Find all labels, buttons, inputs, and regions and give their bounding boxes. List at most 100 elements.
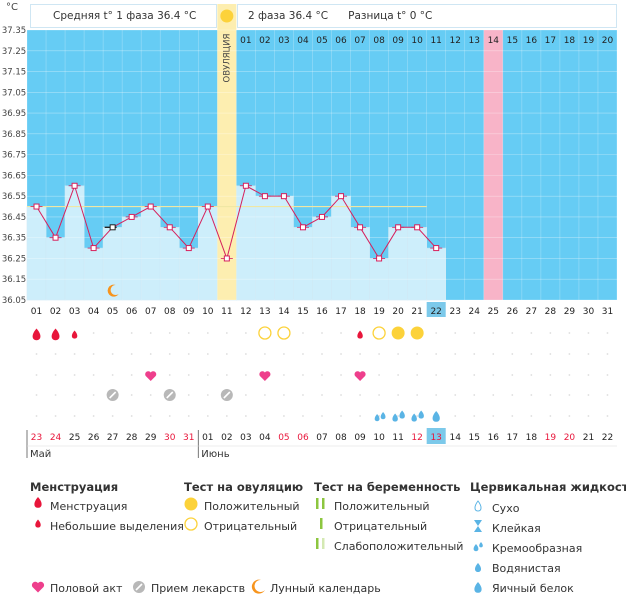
legend-creamy-icon	[473, 544, 479, 552]
calendar-date-label: 21	[583, 433, 594, 443]
calendar-date-label: 12	[411, 433, 422, 443]
heart-icon	[145, 371, 157, 381]
grid-dot	[225, 332, 228, 334]
y-tick-label: 36.65	[2, 171, 26, 181]
calendar-date-label: 26	[88, 433, 100, 443]
grid-dot	[587, 374, 590, 376]
y-tick-label: 36.25	[2, 254, 26, 264]
ovulation-column	[217, 4, 237, 300]
legend-moon: Лунный календарь	[270, 582, 381, 595]
grid-dot	[321, 374, 323, 376]
grid-dot	[187, 394, 190, 396]
grid-dot	[454, 415, 457, 417]
grid-dot	[244, 394, 247, 396]
calendar-date-label: 18	[526, 433, 538, 443]
grid-dot	[587, 394, 590, 396]
sun-icon	[220, 9, 234, 23]
grid-dot	[416, 353, 419, 355]
top-day-label: 14	[488, 36, 500, 46]
cycle-day-label: 04	[88, 307, 100, 317]
spotting-drop-icon	[71, 330, 78, 339]
grid-dot	[606, 353, 609, 355]
temperature-point	[414, 224, 421, 231]
temperature-bar	[426, 247, 447, 301]
temperature-bar	[159, 227, 180, 301]
grid-dot	[321, 394, 323, 396]
legend-cervical-dry: Сухо	[492, 502, 520, 515]
legend-sticky-icon	[474, 520, 482, 532]
pill-icon-stripe	[223, 391, 231, 399]
grid-dot	[435, 374, 438, 376]
cycle-day-label: 08	[164, 307, 176, 317]
grid-dot	[92, 353, 95, 355]
temperature-bar	[102, 227, 123, 301]
cycle-day-label: 22	[430, 307, 441, 317]
calendar-date-label: 30	[164, 433, 176, 443]
calendar-date-label: 22	[602, 433, 613, 443]
grid-dot	[359, 415, 361, 417]
calendar-date-label: 17	[507, 433, 518, 443]
calendar-date-label: 09	[354, 433, 366, 443]
grid-dot	[416, 394, 419, 396]
temperature-point	[204, 203, 211, 210]
grid-dot	[130, 332, 133, 334]
legend-ovtest-negative: Отрицательный	[204, 520, 298, 533]
cycle-day-label: 23	[449, 307, 460, 317]
phase1-label: Средняя t° 1 фаза	[53, 10, 154, 22]
grid-dot	[530, 415, 533, 417]
grid-dot	[549, 374, 552, 376]
watery-drop-icon	[411, 413, 417, 422]
grid-dot	[492, 332, 495, 334]
temperature-point	[109, 224, 116, 231]
grid-dot	[587, 415, 590, 417]
grid-dot	[587, 332, 590, 334]
temperature-point	[357, 224, 364, 231]
grid-dot	[606, 374, 609, 376]
calendar-date-label: 03	[240, 433, 251, 443]
top-day-label: 02	[259, 36, 270, 46]
temperature-bar	[236, 185, 256, 301]
grid-dot	[435, 394, 438, 396]
temperature-bar	[83, 247, 104, 301]
grid-dot	[149, 353, 152, 355]
legend-creamy-icon	[479, 542, 483, 548]
grid-dot	[530, 332, 533, 334]
cycle-day-label: 26	[507, 307, 519, 317]
temperature-point	[395, 224, 402, 231]
calendar-date-label: 27	[107, 433, 118, 443]
grid-dot	[244, 415, 247, 417]
grid-dot	[111, 353, 114, 355]
grid-dot	[378, 353, 380, 355]
grid-dot	[264, 415, 266, 417]
legend-dry-icon	[474, 500, 482, 512]
grid-dot	[73, 374, 76, 376]
temperature-bar	[274, 195, 294, 301]
cycle-day-label: 14	[278, 307, 290, 317]
calendar-date-label: 10	[373, 433, 385, 443]
cycle-day-label: 11	[221, 307, 232, 317]
top-day-label: 06	[335, 36, 347, 46]
cycle-day-label: 20	[392, 307, 404, 317]
temperature-point	[376, 255, 383, 262]
grid-dot	[149, 394, 152, 396]
cycle-day-label: 09	[183, 307, 195, 317]
calendar-date-label: 16	[488, 433, 500, 443]
grid-dot	[73, 415, 76, 417]
cycle-day-label: 28	[545, 307, 557, 317]
grid-dot	[244, 332, 247, 334]
phase1-summary: Средняя t° 1 фаза 36.4 °C	[30, 4, 217, 28]
legend-spotting-icon	[35, 519, 41, 528]
calendar-date-label: 15	[469, 433, 480, 443]
grid-dot	[264, 394, 266, 396]
grid-dot	[206, 332, 209, 334]
legend-pregtest-weak-icon	[316, 538, 319, 549]
phase2-label: 2 фаза	[248, 10, 286, 22]
grid-dot	[435, 353, 438, 355]
cycle-day-label: 21	[411, 307, 422, 317]
y-tick-label: 37.15	[2, 68, 26, 78]
grid-dot	[73, 394, 76, 396]
grid-dot	[549, 415, 552, 417]
grid-dot	[473, 353, 476, 355]
grid-dot	[302, 332, 304, 334]
legend: Менструация Менструация Небольшие выделе…	[0, 470, 626, 595]
